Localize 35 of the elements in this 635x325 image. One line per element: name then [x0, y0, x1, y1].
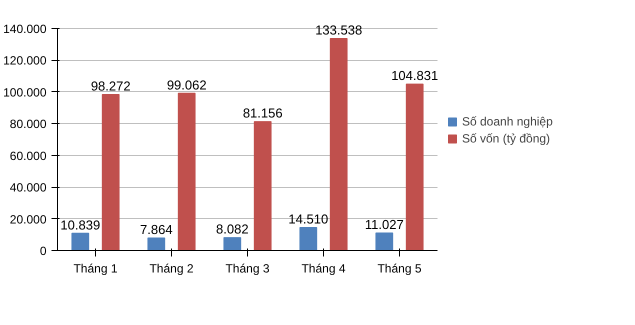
- x-tick-label: Tháng 5: [377, 262, 422, 276]
- data-label: 11.027: [364, 216, 404, 232]
- bar: [223, 237, 242, 250]
- y-tick-label: 100.000: [3, 85, 47, 100]
- data-label: 14.510: [288, 211, 328, 226]
- bar: [178, 92, 196, 250]
- y-tick-label: 20.000: [10, 212, 47, 226]
- y-tick-label: 0: [40, 244, 47, 258]
- y-tick-label: 40.000: [10, 180, 47, 195]
- data-label: 133.538: [315, 22, 362, 38]
- bar: [330, 38, 348, 250]
- data-label: 98.272: [90, 78, 131, 94]
- data-label: 7.864: [140, 222, 173, 238]
- data-label: 10.839: [60, 217, 100, 232]
- y-tick-label: 80.000: [10, 117, 47, 132]
- bar: [299, 226, 318, 250]
- legend-label: Số vốn (tỷ đồng): [462, 132, 550, 146]
- data-label: 104.831: [391, 68, 438, 84]
- bar: [375, 232, 394, 250]
- y-tick-label: 120.000: [3, 54, 47, 68]
- bar: [102, 94, 120, 250]
- bar: [406, 84, 424, 250]
- x-tick-label: Tháng 2: [149, 262, 194, 276]
- data-label: 99.062: [166, 77, 207, 92]
- y-tick-label: 60.000: [10, 148, 47, 163]
- data-label: 8.082: [216, 222, 249, 237]
- legend-label: Số doanh nghiệp: [462, 114, 553, 128]
- x-tick-label: Tháng 3: [225, 262, 270, 276]
- x-tick-label: Tháng 4: [301, 262, 346, 276]
- data-label: 81.156: [242, 106, 283, 121]
- y-tick-label: 140.000: [3, 22, 47, 36]
- bar: [71, 232, 90, 250]
- bar: [254, 121, 272, 250]
- bar: [147, 238, 166, 250]
- x-tick-label: Tháng 1: [73, 262, 118, 276]
